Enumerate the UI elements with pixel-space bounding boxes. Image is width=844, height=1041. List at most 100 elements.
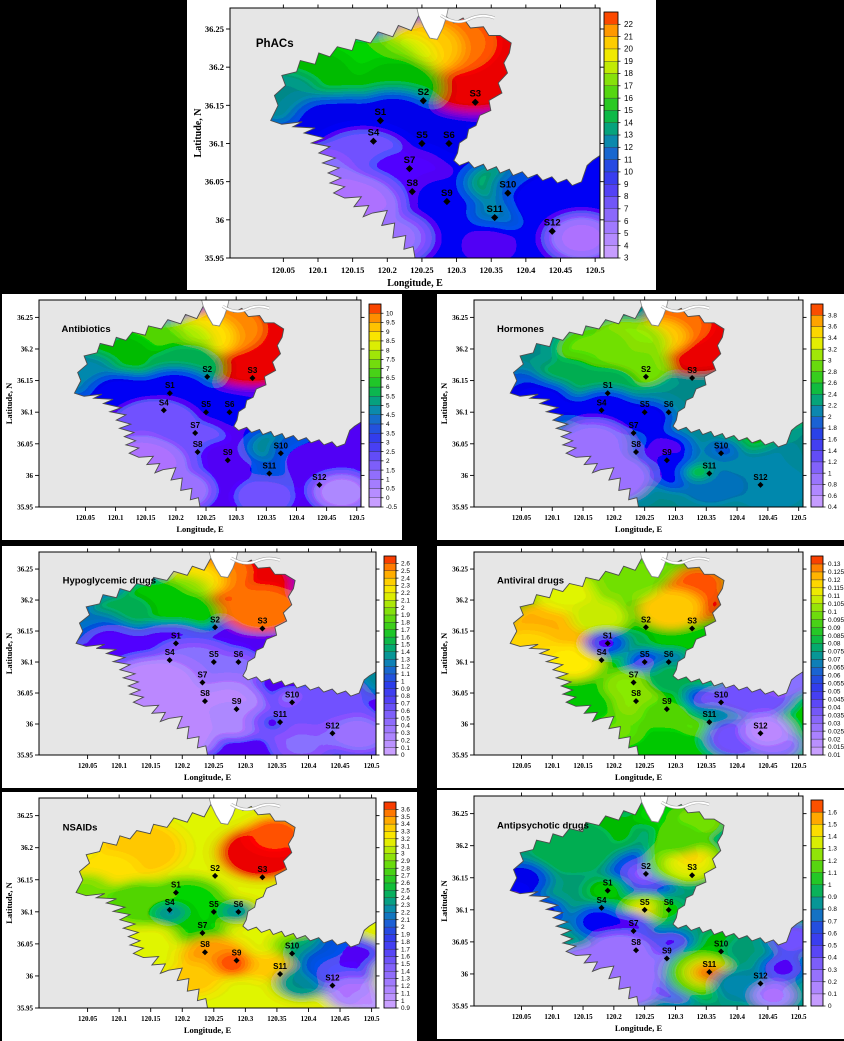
colorbar-tick-label: 0.6 [828,930,837,937]
station-label-S2: S2 [418,87,430,98]
station-marker-S12 [757,730,764,737]
station-label-S9: S9 [662,947,672,956]
colorbar-tick-label: 1.1 [828,870,837,877]
panel-phacs: 120.05 120.1 120.15 120.2 120.25 120.3 120.35 1… [187,0,656,290]
station-marker-S3 [249,375,256,382]
colorbar-tick-label: 0.03 [828,720,841,727]
y-axis-title: Latitude, N [4,881,14,923]
station-label-S4: S4 [165,898,175,907]
colorbar-tick-label: 0.06 [828,673,841,680]
station-marker-S2 [642,624,649,631]
station-marker-S6 [665,659,672,666]
station-label-S9: S9 [662,697,672,706]
station-marker-S9 [663,457,670,464]
colorbar-tick-label: 2 [386,458,390,465]
y-tick-label: 36.1 [209,139,224,149]
station-marker-S6 [665,409,672,416]
station-marker-S10 [718,948,725,955]
station-label-S7: S7 [404,155,416,166]
station-label-S7: S7 [198,670,208,679]
colorbar-tick-label: 0.02 [828,736,841,743]
station-label-S11: S11 [702,710,716,719]
coastline [271,16,600,259]
colorbar-tick-label: 16 [624,94,633,103]
y-tick-label: 36.1 [456,906,469,914]
station-marker-S12 [316,481,323,488]
y-tick-label: 36.15 [17,876,33,884]
station-marker-S10 [504,189,512,197]
x-tick-label: 120.45 [330,1015,350,1023]
station-label-S5: S5 [416,130,428,141]
colorbar-tick-label: 3.5 [386,430,395,437]
colorbar-tick-label: 1.9 [401,932,410,939]
station-label-S7: S7 [629,919,639,928]
x-tick-label: 120.5 [364,1015,380,1023]
station-label-S10: S10 [274,441,289,450]
colorbar-tick-label: 0.1 [828,609,837,616]
station-marker-S11 [491,213,499,222]
y-tick-label: 35.95 [17,504,33,512]
colorbar-tick-label: 0.5 [828,943,837,950]
colorbar-tick-label: 3.2 [828,346,837,353]
colorbar-tick-label: 2.2 [401,910,410,917]
colorbar-tick-label: 1.4 [828,448,837,455]
colorbar-tick-label: 1.9 [401,612,410,619]
x-axis-title: Longitude, E [615,524,663,534]
station-marker-S8 [201,949,208,956]
colorbar-tick-label: 2.8 [828,369,837,376]
station-label-S2: S2 [210,864,220,873]
colorbar-tick-label: 0.065 [828,665,844,672]
x-axis-title: Longitude, E [387,278,443,289]
colorbar-tick-label: 2.2 [828,403,837,410]
colorbar-tick-label: 0.09 [828,625,841,632]
x-tick-label: 120.25 [635,514,655,522]
station-label-S7: S7 [629,670,639,679]
colorbar-tick-label: 0.13 [828,561,841,568]
colorbar-tick-label: 0.9 [828,894,837,901]
colorbar-tick-label: 0.4 [828,955,837,962]
colorbar-tick-label: 0.6 [828,493,837,500]
colorbar-tick-label: 0.015 [828,744,844,751]
y-tick-label: 36.05 [452,690,468,698]
station-marker-S2 [642,373,649,380]
colorbar-tick-label: 10 [624,168,633,177]
x-tick-label: 120.1 [544,762,560,770]
colorbar-tick-label: 2.6 [401,561,410,568]
x-tick-label: 120.15 [141,762,161,770]
colorbar-tick-label: 0.3 [401,730,410,737]
estuary-notch [640,796,668,822]
station-label-S12: S12 [753,972,768,981]
colorbar-tick-label: 1.6 [401,634,410,641]
station-marker-S5 [210,908,217,915]
colorbar-tick-label: 1.6 [828,809,837,816]
y-tick-label: 36.15 [452,377,468,385]
x-tick-label: 120.35 [697,1013,717,1021]
x-tick-label: 120.15 [573,514,593,522]
x-axis: 120.05 120.1 120.15 120.2 120.25 120.3 120.35 1… [78,794,380,1023]
x-tick-label: 120.45 [317,514,337,522]
x-tick-label: 120.25 [204,1015,224,1023]
x-axis-title: Longitude, E [615,772,663,782]
station-marker-S11 [277,971,284,978]
y-tick-label: 36.25 [452,810,468,818]
x-tick-label: 120.2 [168,514,184,522]
y-tick-label: 36.1 [456,659,469,667]
colorbar-tick-label: 0.04 [828,704,841,711]
colorbar-tick-label: 0 [386,495,390,502]
y-tick-label: 36 [26,721,34,729]
colorbar-tick-label: 6 [624,217,629,226]
colorbar-tick-label: 0.8 [828,906,837,913]
river [662,802,710,807]
station-marker-S8 [408,187,416,196]
station-label-S3: S3 [687,366,697,375]
station-label-S9: S9 [662,448,672,457]
colorbar-tick-label: 1.3 [828,846,837,853]
x-tick-label: 120.35 [697,762,717,770]
station-marker-S9 [443,197,451,206]
station-label-S5: S5 [201,400,211,409]
colorbar: 0.911.11.21.31.41.51.61.71.81.922.12.22.… [383,801,410,1012]
station-marker-S1 [166,390,173,397]
river [231,804,280,809]
coastline [76,558,376,755]
station-label-S4: S4 [368,128,380,139]
